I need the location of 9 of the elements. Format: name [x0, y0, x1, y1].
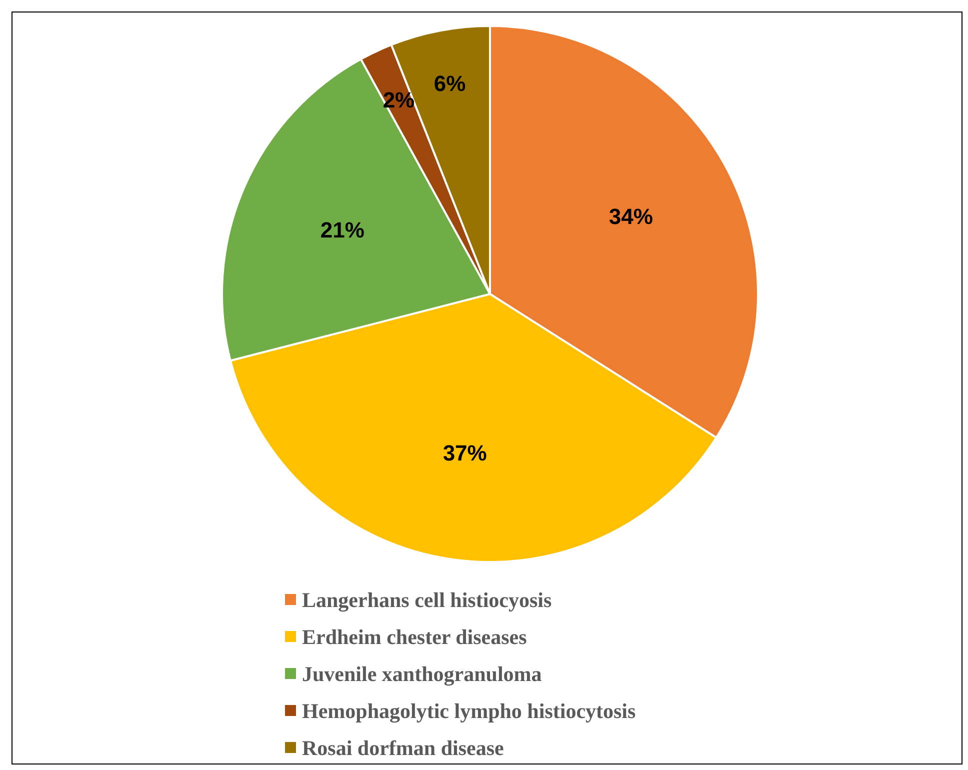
data-label: 21%: [320, 218, 364, 243]
legend-label: Rosai dorfman disease: [302, 736, 504, 760]
data-label: 34%: [608, 204, 653, 230]
legend-label: Hemophagolytic lympho histiocytosis: [302, 699, 636, 723]
data-label: 6%: [434, 70, 466, 96]
legend-label: Juvenile xanthogranuloma: [302, 662, 542, 686]
data-label: 37%: [442, 440, 487, 466]
legend-label: Langerhans cell histiocyosis: [302, 588, 552, 612]
legend-label: Erdheim chester diseases: [302, 625, 527, 649]
